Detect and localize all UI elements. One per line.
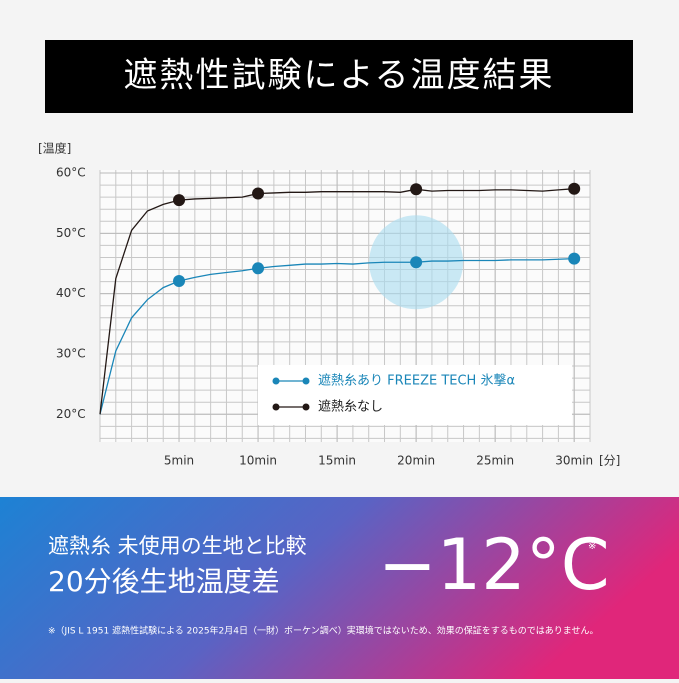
x-tick-label: 25min xyxy=(476,454,514,468)
summary-band xyxy=(0,497,679,679)
y-axis-label: [温度] xyxy=(38,141,71,156)
x-tick-label: 15min xyxy=(318,454,356,468)
y-tick-label: 40°C xyxy=(56,286,86,300)
title: 遮熱性試験による温度結果 xyxy=(124,56,555,96)
data-point xyxy=(568,182,581,195)
legend-label: 遮熱糸あり FREEZE TECH 氷撃α xyxy=(318,373,515,389)
x-tick-label: 20min xyxy=(397,454,435,468)
x-tick-label: 10min xyxy=(239,454,277,468)
data-point xyxy=(410,256,423,269)
y-tick-label: 20°C xyxy=(56,407,86,421)
y-tick-label: 60°C xyxy=(56,166,86,180)
difference: −12°C xyxy=(378,524,610,606)
x-tick-label: 5min xyxy=(164,454,194,468)
data-point xyxy=(252,262,265,275)
title-banner xyxy=(45,40,633,113)
legend-marker xyxy=(302,403,310,411)
legend-marker xyxy=(272,403,280,411)
x-axis-label: [分] xyxy=(599,454,620,468)
legend-box xyxy=(258,365,572,425)
legend-label: 遮熱糸なし xyxy=(318,399,383,415)
summary-line2: 20分後生地温度差 xyxy=(48,565,280,598)
data-point xyxy=(252,187,265,200)
legend-marker xyxy=(302,377,310,385)
y-tick-label: 30°C xyxy=(56,346,86,360)
legend-marker xyxy=(272,377,280,385)
data-point xyxy=(410,183,423,196)
data-point xyxy=(568,252,581,265)
data-point xyxy=(173,274,186,287)
note-mark: ※ xyxy=(588,541,596,552)
footnote: ※（JIS L 1951 遮熱性試験による 2025年2月4日（一財）ボーケン調… xyxy=(48,625,598,637)
data-point xyxy=(173,194,186,207)
summary-line1: 遮熱糸 未使用の生地と比較 xyxy=(48,534,307,558)
plot: 20°C 30°C 40°C 50°C 60°C 5min 10min 15min 20min 2… xyxy=(56,166,593,468)
y-tick-label: 50°C xyxy=(56,226,86,240)
x-tick-label: 30min xyxy=(555,454,593,468)
